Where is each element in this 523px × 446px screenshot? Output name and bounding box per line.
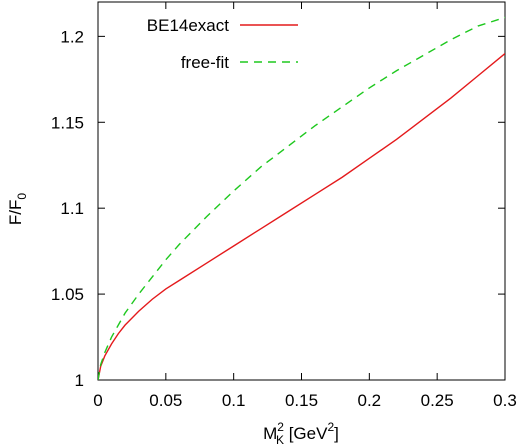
plot-frame: [97, 1, 506, 381]
plot-border: [97, 1, 506, 381]
x-tick-label: 0.2: [358, 391, 382, 410]
x-axis-label-unit: [GeV: [284, 424, 328, 443]
series-line-be14exact: [98, 53, 505, 380]
y-axis-label: F/F0: [6, 193, 29, 226]
series-line-free-fit: [98, 16, 505, 380]
legend: BE14exact free-fit: [147, 16, 298, 72]
legend-label: free-fit: [181, 53, 229, 72]
tick-labels: 0 0.05 0.1 0.15 0.2 0.25 0.3 1 1.05 1.1 1.15 1.2: [51, 27, 517, 410]
legend-label: BE14exact: [147, 16, 229, 35]
x-tick-label: 0.25: [421, 391, 454, 410]
x-tick-label: 0.05: [149, 391, 182, 410]
x-axis-label: M2 K [GeV2]: [263, 420, 339, 446]
y-tick-label: 1.05: [51, 285, 84, 304]
x-axis-label-unit-close: ]: [334, 424, 339, 443]
x-tick-label: 0: [93, 391, 102, 410]
axis-ticks: [97, 2, 506, 381]
y-tick-label: 1: [75, 371, 84, 390]
y-axis-label-sub: 0: [15, 193, 29, 200]
y-axis-label-base: F/F: [6, 200, 25, 226]
y-tick-label: 1.2: [60, 27, 84, 46]
x-axis-label-sup: 2: [277, 420, 284, 434]
x-tick-label: 0.15: [285, 391, 318, 410]
x-tick-label: 0.3: [493, 391, 517, 410]
y-tick-label: 1.1: [60, 199, 84, 218]
y-tick-label: 1.15: [51, 113, 84, 132]
x-tick-label: 0.1: [222, 391, 246, 410]
x-axis-label-base: M: [263, 424, 277, 443]
series-layer: [98, 16, 505, 380]
x-axis-label-sub: K: [276, 433, 284, 446]
x-axis-label-unit-sup: 2: [327, 420, 334, 434]
